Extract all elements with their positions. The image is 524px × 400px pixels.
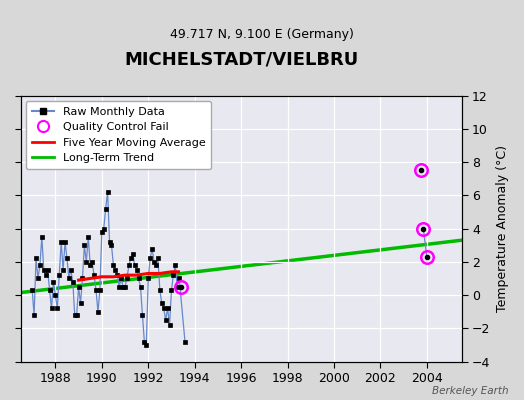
Text: 49.717 N, 9.100 E (Germany): 49.717 N, 9.100 E (Germany) bbox=[170, 28, 354, 41]
Title: MICHELSTADT/VIELBRU: MICHELSTADT/VIELBRU bbox=[124, 51, 358, 69]
Legend: Raw Monthly Data, Quality Control Fail, Five Year Moving Average, Long-Term Tren: Raw Monthly Data, Quality Control Fail, … bbox=[26, 101, 211, 169]
Y-axis label: Temperature Anomaly (°C): Temperature Anomaly (°C) bbox=[496, 145, 509, 312]
Text: Berkeley Earth: Berkeley Earth bbox=[432, 386, 508, 396]
